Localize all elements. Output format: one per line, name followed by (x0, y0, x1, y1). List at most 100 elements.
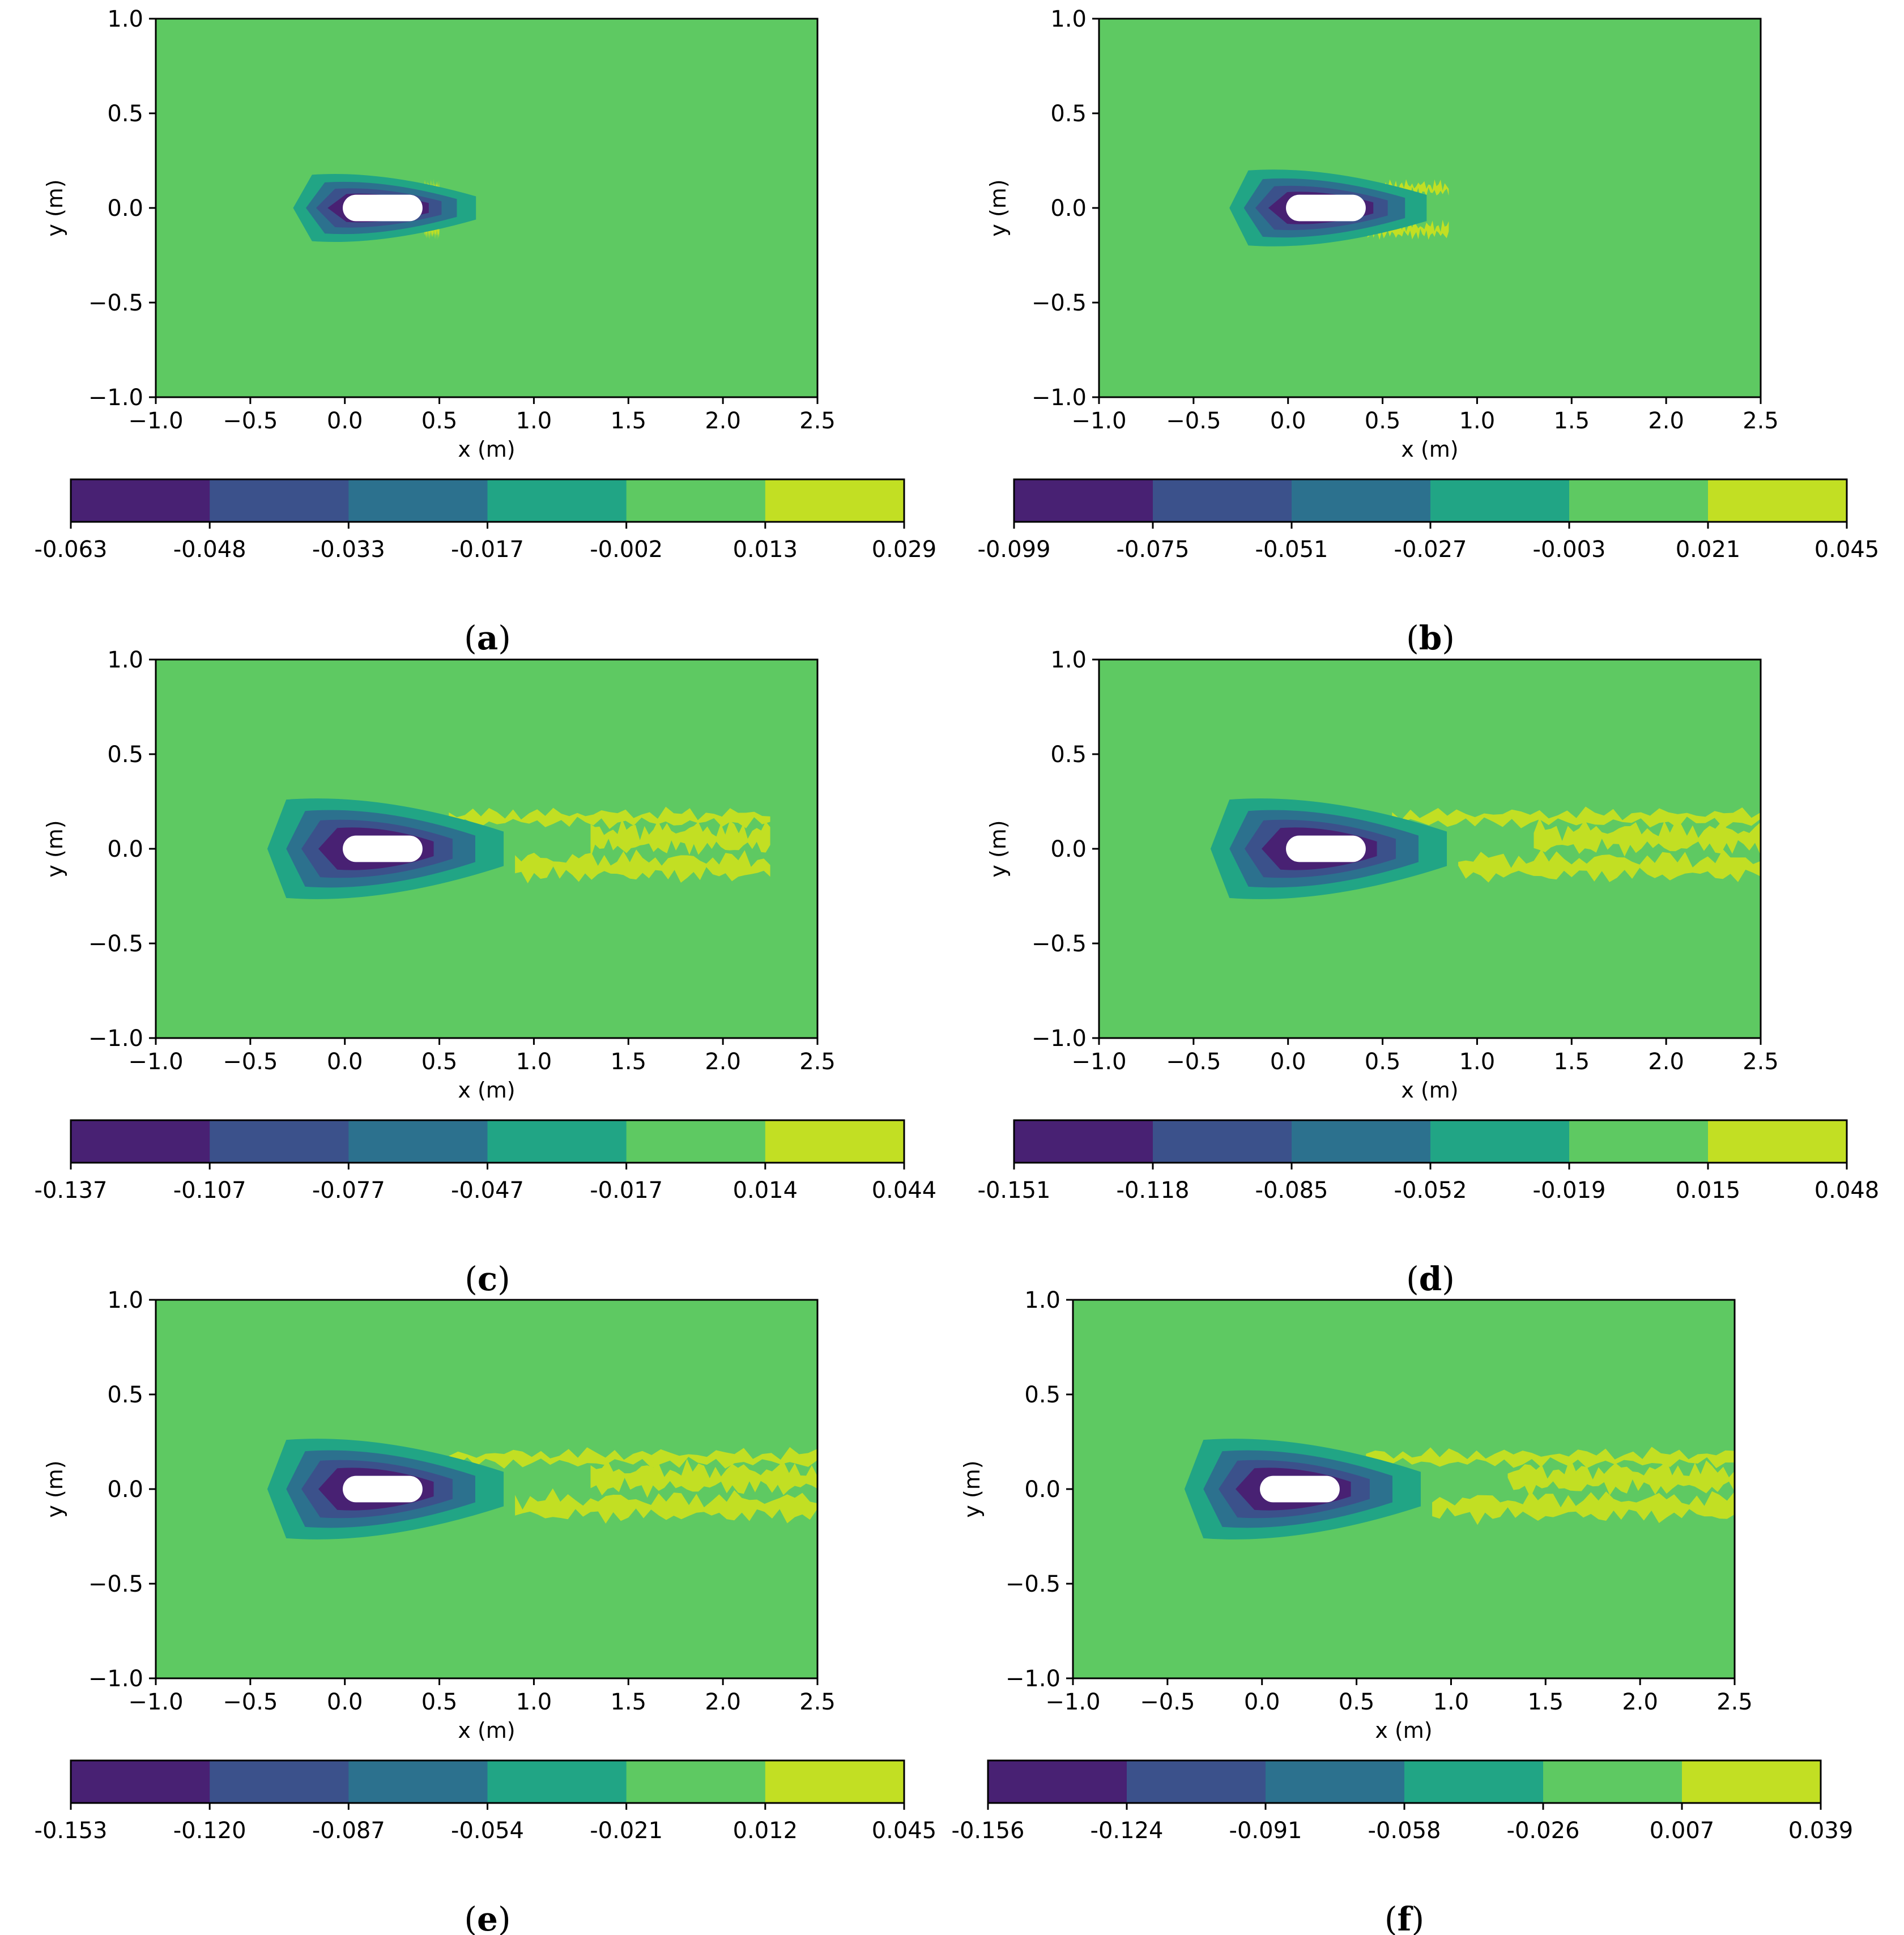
x-tick-label: 2.5 (1743, 1049, 1779, 1075)
panel-label: (d) (1406, 1260, 1455, 1298)
x-tick-label: −0.5 (223, 408, 278, 434)
colorbar-tick-label: -0.002 (590, 537, 663, 563)
colorbar-segment (1569, 479, 1709, 522)
x-tick-label: 2.0 (1622, 1689, 1658, 1715)
colorbar-segment (1708, 1120, 1847, 1163)
colorbar-segment (1127, 1760, 1266, 1803)
x-axis-label: x (m) (458, 1718, 515, 1743)
x-tick-label: 1.5 (1527, 1689, 1564, 1715)
y-tick-label: 0.5 (1050, 742, 1087, 768)
colorbar-segment (1543, 1760, 1682, 1803)
colorbar-segment (71, 479, 210, 522)
x-tick-label: −1.0 (128, 408, 183, 434)
colorbar-segment (348, 479, 488, 522)
wake-region-middle (1534, 818, 1761, 857)
x-axis-label: x (m) (1401, 437, 1458, 462)
x-tick-label: 1.0 (1459, 1049, 1496, 1075)
panel-d: −1.0 −0.5 0.0 0.5 1.0 1.5 2.0 2.5 −1.0 −0.5 0.0 0.5… (978, 647, 1880, 1298)
colorbar-tick-label: -0.054 (451, 1818, 524, 1844)
body-obstacle (1286, 835, 1366, 862)
x-tick-label: 1.5 (1553, 1049, 1590, 1075)
panel-a: −1.0 −0.5 0.0 0.5 1.0 1.5 2.0 2.5 −1.0 −0.5 0.0 0.5… (35, 6, 937, 657)
y-tick-label: −1.0 (1032, 1026, 1087, 1052)
contour-field (156, 19, 817, 397)
x-tick-label: 2.5 (799, 1049, 836, 1075)
panel-b: −1.0 −0.5 0.0 0.5 1.0 1.5 2.0 2.5 −1.0 −0.5 0.0 0.5… (978, 6, 1880, 657)
colorbar-tick-label: -0.091 (1229, 1818, 1302, 1844)
x-tick-label: 0.0 (327, 1689, 363, 1715)
x-tick-label: 0.0 (1244, 1689, 1280, 1715)
x-axis-label: x (m) (1401, 1078, 1458, 1103)
colorbar-segment (1430, 1120, 1570, 1163)
x-tick-label: 2.5 (799, 408, 836, 434)
x-tick-label: −0.5 (223, 1689, 278, 1715)
x-tick-label: 1.0 (516, 1049, 552, 1075)
y-axis-label: y (m) (986, 820, 1011, 877)
y-tick-label: 0.0 (1050, 836, 1087, 862)
colorbar-segment (348, 1120, 488, 1163)
colorbar-tick-label: -0.026 (1507, 1818, 1580, 1844)
colorbar-tick-label: 0.045 (1814, 537, 1880, 563)
colorbar-tick-label: -0.003 (1533, 537, 1606, 563)
colorbar-segment (348, 1760, 488, 1803)
y-tick-label: −1.0 (1006, 1666, 1060, 1692)
wake-region-upper (449, 806, 770, 829)
x-tick-label: 2.0 (705, 1049, 741, 1075)
colorbar-tick-label: 0.014 (733, 1177, 798, 1203)
body-obstacle (343, 835, 423, 862)
colorbar-tick-label: 0.007 (1650, 1818, 1715, 1844)
y-tick-label: 1.0 (107, 647, 143, 673)
x-tick-label: −1.0 (128, 1689, 183, 1715)
x-tick-label: 0.5 (421, 1689, 458, 1715)
colorbar-segment (1266, 1760, 1405, 1803)
y-tick-label: 1.0 (107, 1287, 143, 1313)
panel-label: (b) (1406, 619, 1455, 657)
colorbar-tick-label: 0.015 (1676, 1177, 1741, 1203)
colorbar-segment (1430, 479, 1570, 522)
y-axis-label: y (m) (960, 1460, 985, 1517)
colorbar-tick-label: -0.124 (1091, 1818, 1164, 1844)
wake-region-middle (590, 1458, 817, 1498)
y-tick-label: −1.0 (88, 385, 143, 411)
colorbar-tick-label: -0.048 (173, 537, 246, 563)
colorbar-tick-label: -0.017 (451, 537, 524, 563)
y-tick-label: 0.5 (107, 101, 143, 127)
panel-label: (a) (464, 619, 511, 657)
y-tick-label: −1.0 (88, 1026, 143, 1052)
colorbar-segment (487, 479, 627, 522)
y-tick-label: 0.0 (107, 1477, 143, 1503)
x-tick-label: 1.0 (516, 408, 552, 434)
y-tick-label: −1.0 (1032, 385, 1087, 411)
colorbar-segment (1404, 1760, 1544, 1803)
panel-c: −1.0 −0.5 0.0 0.5 1.0 1.5 2.0 2.5 −1.0 −0.5 0.0 0.5… (35, 647, 937, 1298)
colorbar-segment (765, 1760, 905, 1803)
contour-field (1099, 660, 1761, 1038)
colorbar-segment (1569, 1120, 1709, 1163)
field-background (156, 19, 817, 397)
colorbar-tick-label: -0.052 (1394, 1177, 1467, 1203)
y-axis-label: y (m) (42, 1460, 67, 1517)
x-tick-label: −1.0 (1071, 1049, 1126, 1075)
y-axis-label: y (m) (42, 179, 67, 236)
x-tick-label: 2.5 (799, 1689, 836, 1715)
colorbar-segment (765, 1120, 905, 1163)
x-tick-label: 2.5 (1716, 1689, 1753, 1715)
x-tick-label: 2.0 (1648, 408, 1684, 434)
x-tick-label: 0.5 (421, 408, 458, 434)
colorbar-segment (487, 1760, 627, 1803)
x-tick-label: −1.0 (1071, 408, 1126, 434)
y-tick-label: −0.5 (1032, 931, 1087, 957)
colorbar-tick-label: -0.075 (1117, 537, 1190, 563)
colorbar-tick-label: -0.021 (590, 1818, 663, 1844)
colorbar-tick-label: -0.151 (978, 1177, 1051, 1203)
colorbar-segment (487, 1120, 627, 1163)
x-tick-label: −0.5 (1140, 1689, 1195, 1715)
colorbar-segment (1014, 479, 1153, 522)
y-axis-label: y (m) (986, 179, 1011, 236)
panel-e: −1.0 −0.5 0.0 0.5 1.0 1.5 2.0 2.5 −1.0 −0.5 0.0 0.5… (35, 1287, 937, 1935)
x-tick-label: 2.5 (1743, 408, 1779, 434)
y-tick-label: 1.0 (1024, 1287, 1060, 1313)
y-tick-label: −0.5 (1006, 1571, 1060, 1597)
panel-label: (f) (1385, 1900, 1424, 1935)
y-tick-label: −0.5 (88, 1571, 143, 1597)
